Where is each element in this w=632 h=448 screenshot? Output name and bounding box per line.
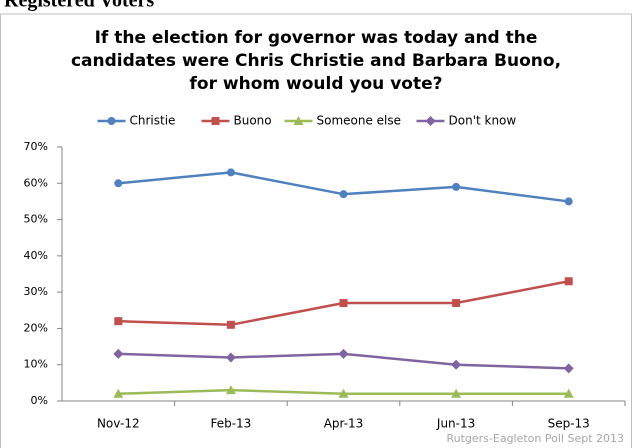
legend-label: Don't know (449, 114, 517, 128)
legend-label: Christie (130, 114, 176, 128)
data-point (113, 388, 124, 398)
data-point (564, 197, 573, 206)
data-point (339, 299, 348, 308)
data-point (114, 317, 123, 326)
data-point (564, 277, 573, 286)
legend-label: Someone else (317, 114, 402, 128)
x-tick-label: Apr-13 (324, 417, 364, 431)
x-tick-label: Sep-13 (548, 417, 590, 431)
y-tick-label: 50% (24, 213, 48, 226)
data-point (339, 190, 348, 199)
chart-title: candidates were Chris Christie and Barba… (71, 51, 561, 71)
legend-marker (293, 116, 304, 125)
data-point (451, 388, 462, 398)
data-point (225, 385, 236, 395)
legend-marker (211, 117, 220, 125)
data-point (114, 179, 123, 188)
source-note: Rutgers-Eagleton Poll Sept 2013 (446, 432, 624, 445)
y-tick-label: 60% (24, 176, 48, 189)
legend-marker (107, 117, 116, 125)
data-point (451, 359, 462, 370)
y-tick-label: 40% (24, 249, 48, 262)
x-tick-label: Nov-12 (97, 417, 140, 431)
legend-marker (425, 116, 436, 126)
x-tick-label: Feb-13 (210, 417, 251, 431)
data-point (113, 348, 124, 359)
data-point (452, 182, 461, 191)
y-tick-label: 30% (24, 285, 48, 298)
y-tick-label: 10% (24, 358, 48, 371)
chart-frame (0, 13, 632, 448)
y-tick-label: 70% (24, 140, 48, 153)
data-point (226, 168, 235, 177)
chart-title: If the election for governor was today a… (95, 28, 538, 48)
chart-title: for whom would you vote? (190, 74, 443, 94)
legend-label: Buono (234, 114, 272, 128)
data-point (225, 352, 236, 363)
y-tick-label: 0% (31, 394, 48, 407)
x-tick-label: Jun-13 (436, 417, 475, 431)
data-point (226, 320, 235, 329)
data-point (563, 363, 574, 374)
data-point (563, 388, 574, 398)
data-point (452, 299, 461, 308)
data-point (338, 388, 349, 398)
page-heading: Registered Voters (4, 0, 154, 12)
data-point (338, 348, 349, 359)
y-tick-label: 20% (24, 321, 48, 334)
